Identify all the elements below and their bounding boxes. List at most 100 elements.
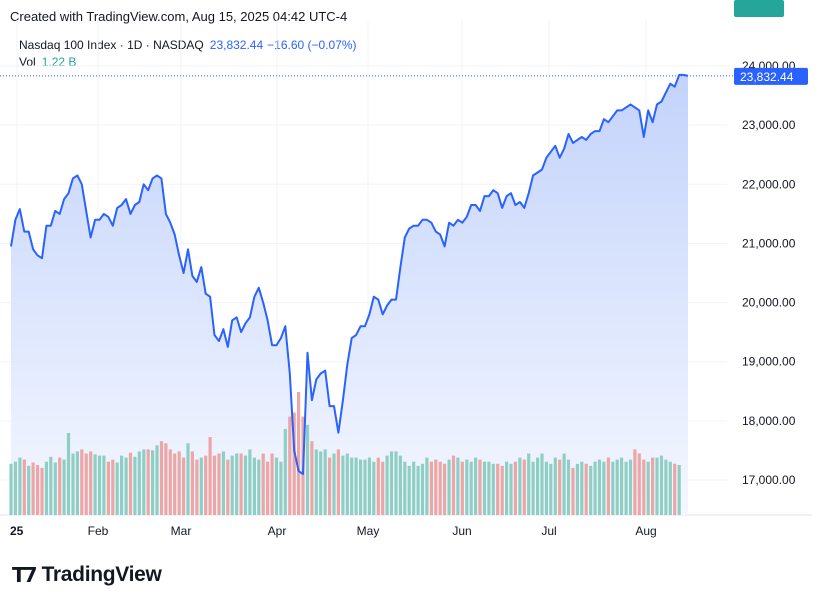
volume-bar [310,441,314,515]
volume-bar [226,459,230,515]
volume-bar [208,437,212,515]
volume-bar [22,459,26,515]
volume-bar [18,457,22,515]
volume-bar [496,463,500,516]
volume-bar [651,457,655,515]
volume-bar [487,461,491,515]
volume-bar [36,465,40,515]
volume-bar [602,461,606,515]
volume-bar [606,457,610,515]
volume-bar [283,428,287,515]
volume-bar [438,461,442,515]
volume-bar [456,457,460,515]
volume-bar [319,451,323,515]
volume-bar [509,463,513,516]
volume-bar [53,462,57,515]
y-tick-label: 18,000.00 [742,414,796,428]
volume-bar [230,455,234,515]
volume-bar [146,449,150,515]
volume-bar [164,443,168,516]
symbol-description: Nasdaq 100 Index · 1D · NASDAQ [19,38,204,52]
volume-bar [155,445,159,515]
price-area-fill [11,74,688,516]
volume-bar [44,461,48,515]
volume-bar [416,465,420,515]
volume-bar [642,459,646,515]
volume-bar [97,455,102,515]
volume-bar [199,457,203,515]
volume-bar [13,461,17,515]
volume-bar [673,463,677,516]
volume-bar [575,463,579,516]
volume-bar [217,453,221,515]
volume-bar [385,455,389,515]
volume-bar [212,455,217,515]
volume-bar [66,433,71,515]
y-tick-label: 21,000.00 [742,236,796,250]
volume-bar [553,457,557,515]
volume-bar [266,461,270,515]
volume-bar [190,451,194,515]
y-tick-label: 17,000.00 [742,473,796,487]
volume-bar [544,461,548,515]
volume-bar [248,449,252,515]
volume-bar [412,461,416,515]
volume-bar [182,457,186,515]
price-chart: 24,000.0023,000.0022,000.0021,000.0020,0… [0,0,812,538]
volume-bar [628,459,633,515]
volume-bar [204,455,208,515]
created-with-text: Created with TradingView.com, Aug 15, 20… [10,9,348,24]
volume-bar [235,453,239,515]
volume-bar [611,461,615,515]
volume-bar [186,443,190,516]
tradingview-logo-text: TradingView [41,563,162,586]
volume-bar [584,463,588,516]
volume-bar [177,451,181,515]
volume-bar [460,461,464,515]
volume-bar [562,453,566,515]
volume-bar [84,453,88,515]
volume-bar [350,457,354,515]
last-price: 23,832.44 [209,38,264,52]
volume-bar [195,459,199,515]
volume-bar [389,451,394,515]
volume-bar [447,459,451,515]
volume-bar [491,463,495,516]
volume-bar [425,457,429,515]
volume-bar [465,459,469,515]
volume-bar [566,459,571,515]
x-tick-label: Feb [88,524,109,538]
volume-bar [106,461,110,515]
volume-bar [274,457,279,515]
volume-bar [372,461,376,515]
volume-bar [120,455,124,515]
volume-bar [292,412,296,515]
x-tick-label: Aug [635,524,656,538]
volume-bar [469,461,473,515]
volume-bar [646,461,650,515]
volume-bar [659,455,664,515]
volume-bar [367,457,371,515]
y-tick-label: 23,000.00 [742,118,796,132]
volume-bar [305,424,310,515]
volume-bar [270,453,274,515]
volume-bar [429,461,433,515]
volume-bar [443,463,447,516]
price-line [10,73,689,476]
volume-bar [527,453,531,515]
y-tick-label: 19,000.00 [742,355,796,369]
x-tick-label: May [357,524,380,538]
volume-bar [571,467,575,515]
price-badge [734,67,808,85]
volume-bar [474,457,478,515]
volume-bar [451,455,456,515]
price-change: −16.60 (−0.07%) [267,38,357,52]
x-tick-label: Jul [541,524,556,538]
volume-badge-label: 1.22 B [742,0,777,3]
volume-bar [261,453,265,515]
y-tick-label: 22,000.00 [742,177,796,191]
volume-bar [518,457,522,515]
volume-bar [549,463,553,516]
volume-bar [102,455,106,515]
volume-bar [420,463,425,516]
